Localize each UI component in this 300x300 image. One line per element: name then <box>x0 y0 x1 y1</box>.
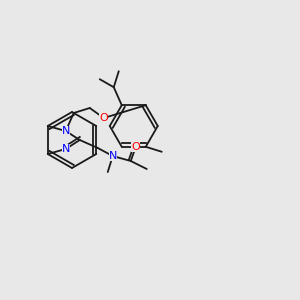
Text: N: N <box>61 126 70 136</box>
Text: N: N <box>61 144 70 154</box>
Text: O: O <box>131 142 140 152</box>
Text: N: N <box>109 151 117 161</box>
Text: O: O <box>99 113 108 123</box>
